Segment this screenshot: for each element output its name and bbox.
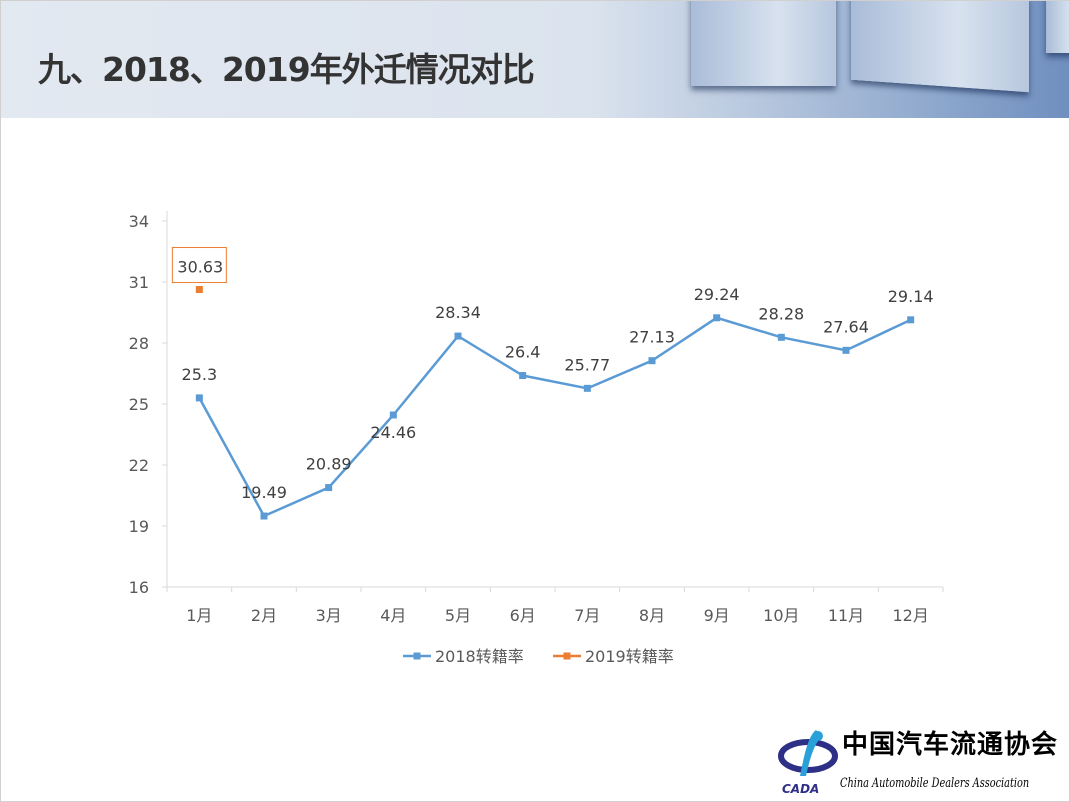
x-tick-label: 1月 [186,606,212,625]
x-tick-label: 9月 [704,606,730,625]
y-tick-label: 28 [129,334,149,353]
data-label: 29.24 [694,285,740,304]
data-label: 25.3 [182,365,218,384]
decorative-cube [1046,1,1069,53]
data-point [519,372,527,380]
data-label: 25.77 [564,355,610,374]
y-tick-label: 22 [129,456,149,475]
data-label: 27.64 [823,317,869,336]
data-point [195,286,203,294]
data-point [842,346,850,354]
series-line-0 [198,316,912,518]
y-tick-label: 19 [129,517,149,536]
data-label: 26.4 [505,343,541,362]
data-label: 28.28 [758,304,804,323]
slide-title: 九、2018、2019年外迁情况对比 [38,50,535,89]
x-tick-label: 6月 [510,606,536,625]
data-label: 30.63 [177,258,223,277]
legend-label: 2019转籍率 [585,647,674,666]
logo-name-en: China Automobile Dealers Association [840,776,1030,791]
header-banner [1,1,1069,118]
legend-label: 2018转籍率 [435,647,524,666]
x-tick-label: 3月 [316,606,342,625]
data-point [195,394,203,402]
data-point [583,384,591,392]
data-label-box [171,247,227,284]
x-tick-label: 5月 [445,606,471,625]
data-label: 20.89 [306,455,352,474]
data-point [325,484,333,492]
x-tick-label: 12月 [892,606,928,625]
data-point [713,314,721,322]
cada-emblem-icon [778,730,838,776]
cada-logo: CADA 中国汽车流通协会 China Automobile Dealers A… [778,726,1068,800]
y-tick-label: 25 [129,395,149,414]
y-tick-label: 34 [129,212,149,231]
data-label: 29.14 [888,287,934,306]
logo-name-cn: 中国汽车流通协会 [842,730,1059,760]
data-point [777,333,785,341]
x-tick-label: 11月 [828,606,864,625]
legend-marker [413,652,421,660]
data-point [454,332,462,340]
x-tick-label: 2月 [251,606,277,625]
decorative-cube [691,1,836,86]
data-point [389,411,397,419]
data-point [907,316,915,324]
logo-abbr: CADA [782,782,820,796]
data-label: 27.13 [629,328,675,347]
data-point [260,512,268,520]
y-tick-label: 16 [129,578,149,597]
data-label: 19.49 [241,483,287,502]
legend-marker [563,652,571,660]
data-label: 28.34 [435,303,481,322]
x-tick-label: 4月 [380,606,406,625]
x-tick-label: 7月 [574,606,600,625]
y-tick-label: 31 [129,273,149,292]
x-tick-label: 10月 [763,606,799,625]
x-tick-label: 8月 [639,606,665,625]
data-label: 24.46 [370,423,416,442]
data-point [648,357,656,365]
